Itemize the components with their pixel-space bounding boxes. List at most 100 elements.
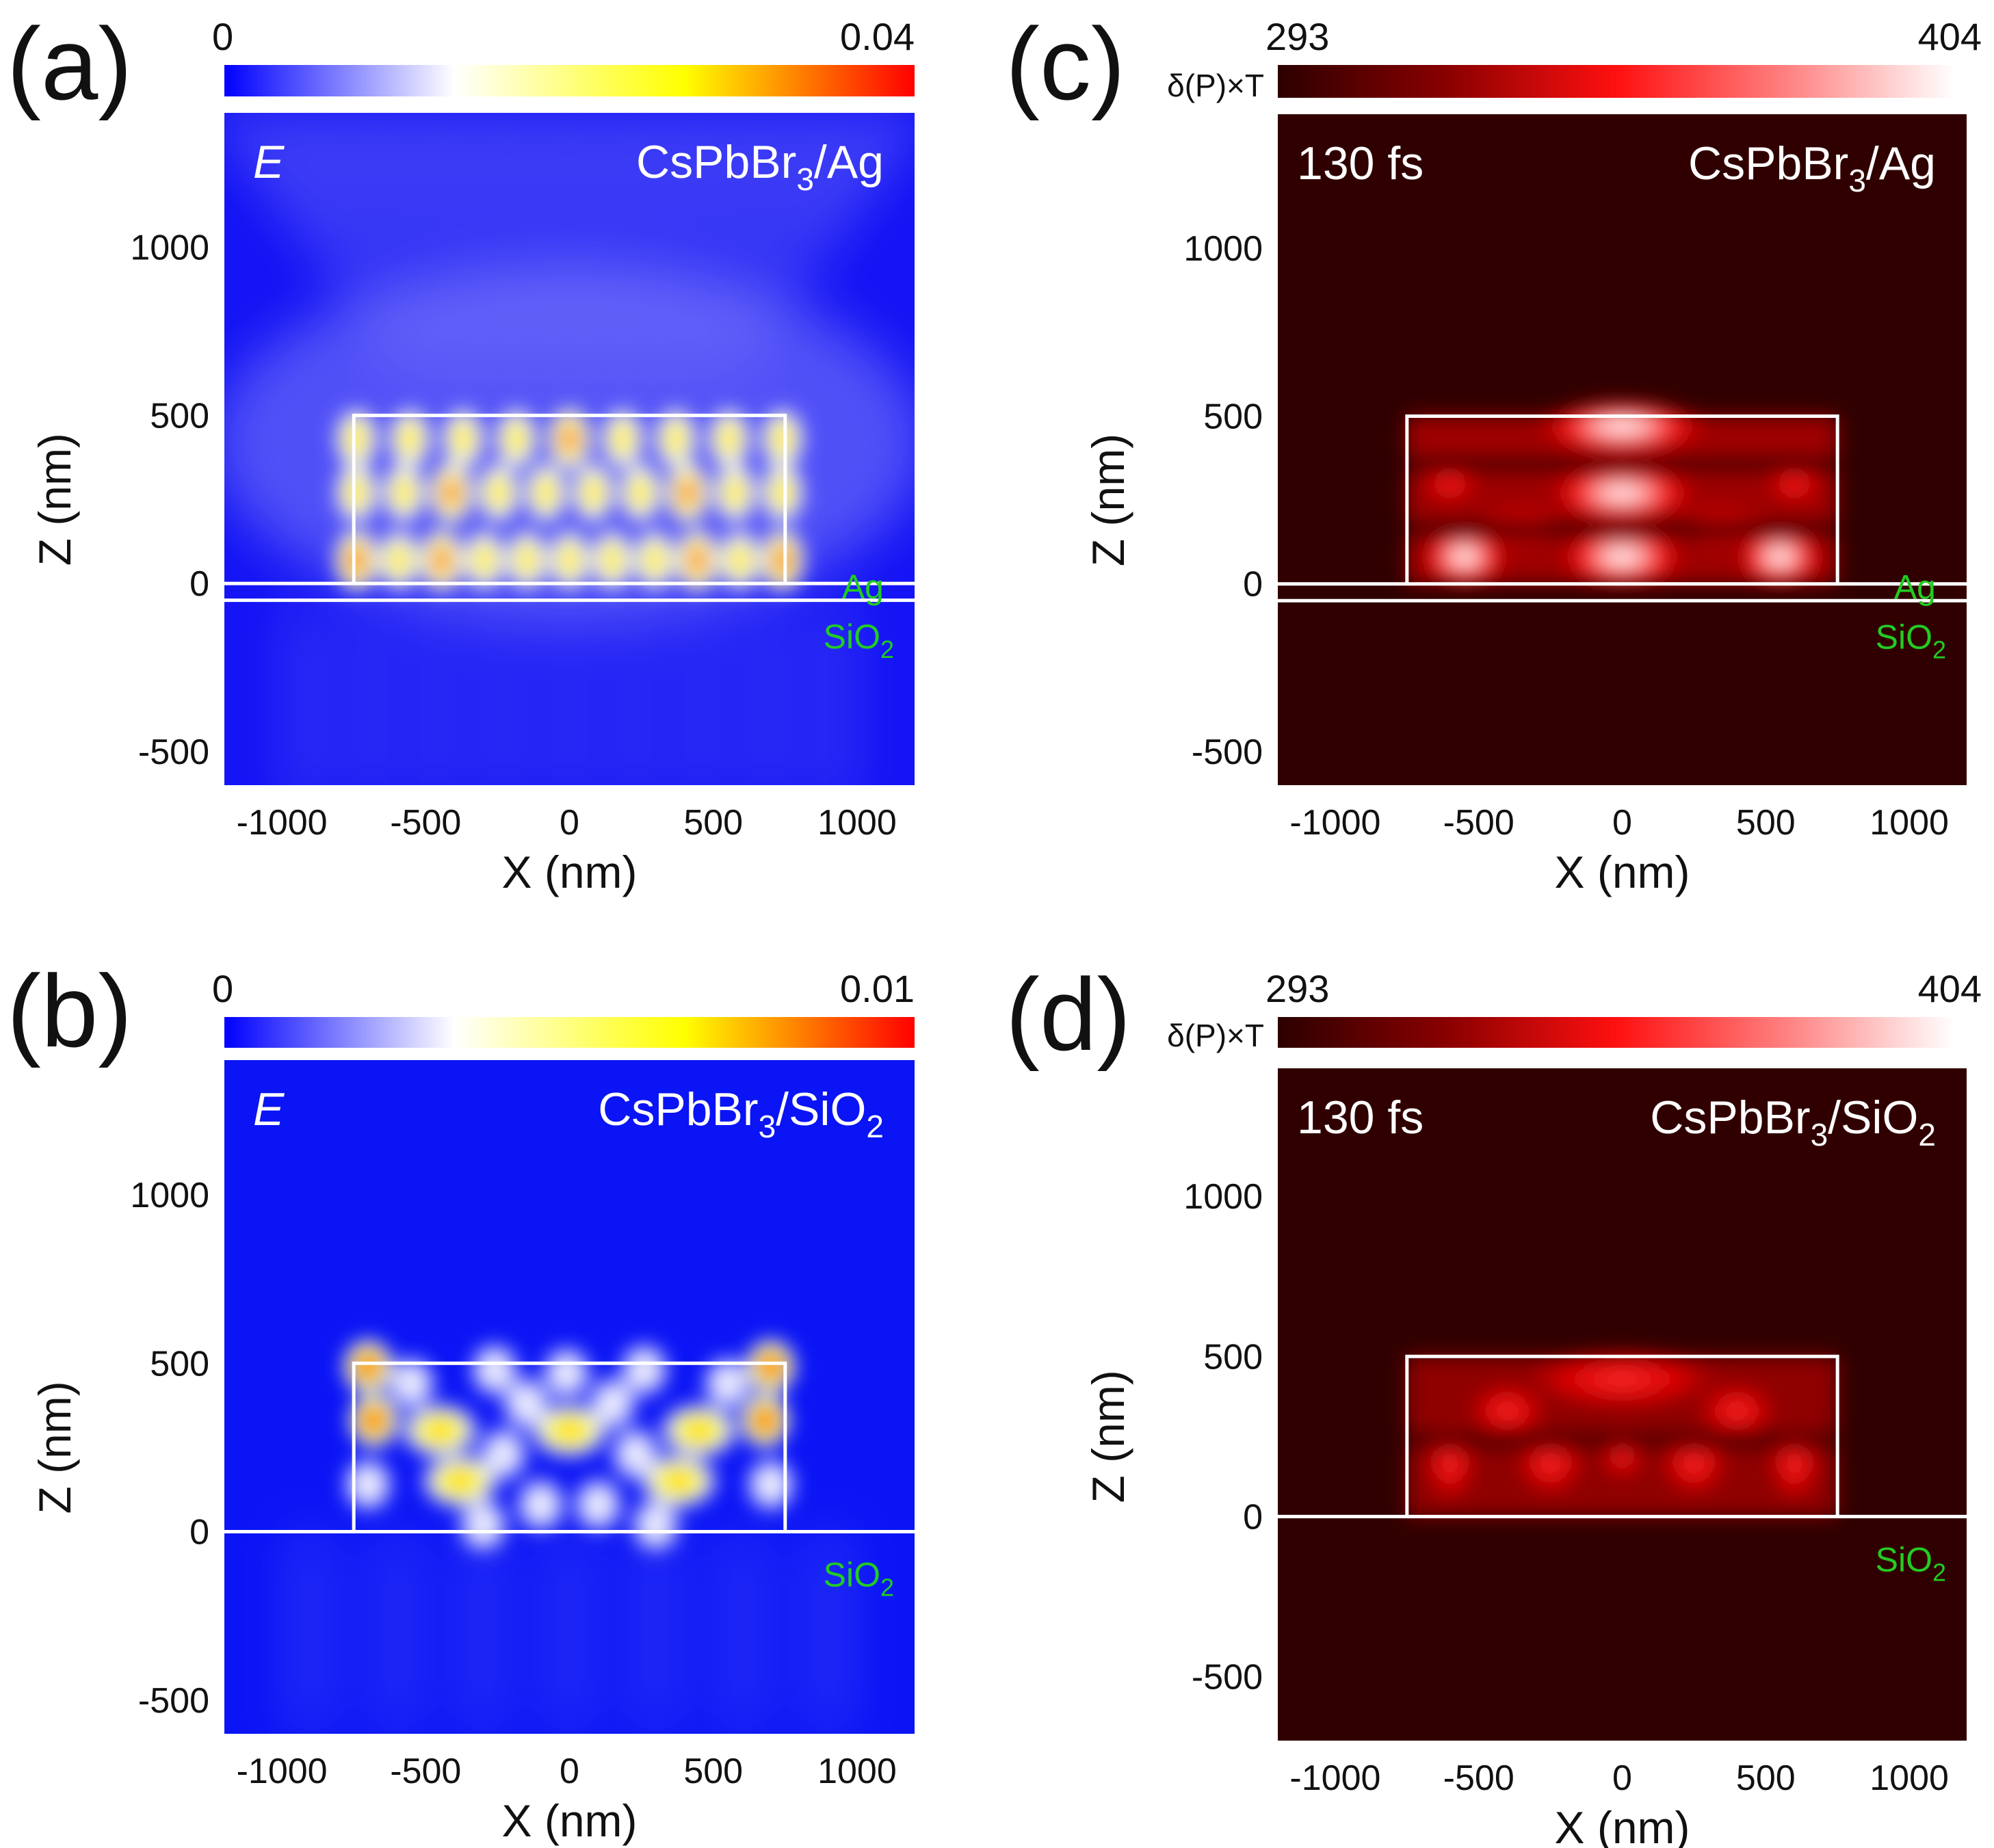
- heat-dark-band: [1406, 1429, 1838, 1451]
- y-tick-label: -500: [138, 732, 209, 772]
- field-beam-lower: [622, 604, 650, 785]
- material-sub: 3: [759, 1109, 776, 1144]
- heat-dark-band: [1406, 456, 1838, 473]
- x-tick-label: -1000: [237, 803, 328, 843]
- field-spot: [399, 1401, 482, 1460]
- field-spot: [528, 1401, 611, 1460]
- field-beam-lower: [687, 604, 716, 785]
- y-tick-label: 1000: [130, 1176, 209, 1215]
- material-tail-sub: 2: [1918, 1117, 1936, 1152]
- field-beam-lower: [291, 604, 319, 785]
- y-tick-label: 500: [150, 396, 209, 436]
- x-tick-label: 1000: [817, 1752, 897, 1791]
- field-beam-lower: [811, 1531, 845, 1734]
- panel-c: (c) 293 404 δ(P)×T 130 fs CsPbBr3/Ag Ag SiO2 -10…: [1006, 6, 1982, 897]
- field-spot: [739, 1391, 791, 1449]
- y-tick-label: 1000: [1183, 1177, 1263, 1217]
- structure-box: [1405, 1354, 1839, 1517]
- x-tick-label: 1000: [1870, 803, 1949, 843]
- substrate-main: SiO: [824, 618, 880, 656]
- substrate-sub: 2: [880, 1574, 894, 1602]
- field-spot: [347, 1391, 400, 1449]
- substrate-sub: 2: [1932, 1558, 1946, 1586]
- colorbar-min-label: 0: [212, 15, 233, 58]
- y-tick-label: -500: [1192, 1657, 1263, 1697]
- x-axis-label: X (nm): [1555, 1802, 1690, 1848]
- substrate-main: SiO: [1876, 618, 1932, 657]
- x-tick-label: 0: [1612, 1758, 1632, 1798]
- material-main: CsPbBr: [598, 1083, 758, 1135]
- panel-label: (d): [1006, 957, 1131, 1072]
- material-tail-sub: 2: [866, 1109, 884, 1144]
- colorbar-min-label: 293: [1265, 967, 1329, 1010]
- heat-spot: [1467, 1383, 1548, 1438]
- field-spot: [477, 1425, 529, 1483]
- plot-area: [1278, 1068, 1967, 1741]
- y-tick-label: 500: [1203, 397, 1263, 436]
- field-spot: [618, 1341, 670, 1399]
- material-tail: /SiO: [1828, 1092, 1918, 1144]
- field-beam: [545, 113, 594, 416]
- material-tail: /SiO: [776, 1083, 866, 1135]
- y-tick-label: -500: [138, 1681, 209, 1721]
- x-tick-label: 500: [683, 1752, 743, 1791]
- field-beam: [595, 113, 660, 416]
- material-main: CsPbBr: [1688, 137, 1848, 189]
- y-axis-label: Z (nm): [29, 1381, 80, 1514]
- field-halo: [293, 1531, 845, 1734]
- x-tick-label: 1000: [1870, 1758, 1949, 1798]
- y-tick-label: 500: [150, 1344, 209, 1384]
- panel-label: (b): [7, 953, 132, 1068]
- field-beam-lower: [724, 1531, 759, 1734]
- x-tick-label: 0: [1612, 803, 1632, 843]
- material-sub: 3: [1848, 163, 1866, 198]
- field-spot: [385, 1354, 438, 1412]
- y-axis-label: Z (nm): [1083, 1370, 1133, 1503]
- field-spot: [609, 1425, 662, 1483]
- field-symbol: E: [253, 136, 285, 188]
- x-tick-label: -1000: [1289, 1758, 1380, 1798]
- panel-a: (a) 0 0.04 E CsPbBr3/Ag Ag SiO2 -1000 -500 0 500 10…: [7, 6, 915, 897]
- material-main: CsPbBr: [636, 136, 796, 188]
- substrate-sio2-label: SiO2: [1876, 1540, 1946, 1586]
- colorbar-title: δ(P)×T: [1167, 1018, 1264, 1053]
- heat-spot: [1559, 526, 1685, 588]
- colorbar: [1278, 1017, 1954, 1048]
- field-beam: [479, 113, 544, 416]
- material-sub: 3: [1811, 1117, 1828, 1152]
- x-axis-label: X (nm): [502, 1795, 638, 1846]
- substrate-ag-label: Ag: [1894, 568, 1936, 607]
- material-label: CsPbBr3/Ag: [1688, 137, 1936, 198]
- field-spot: [572, 1476, 625, 1534]
- colorbar: [224, 1017, 915, 1048]
- y-tick-label: 500: [1203, 1337, 1263, 1377]
- substrate-sio2-label: SiO2: [1876, 618, 1946, 664]
- substrate-main: SiO: [824, 1556, 880, 1594]
- field-beam-lower: [820, 604, 848, 785]
- substrate-main: SiO: [1876, 1540, 1932, 1579]
- colorbar-min-label: 0: [212, 967, 233, 1010]
- y-tick-label: 0: [189, 1513, 209, 1553]
- time-label: 130 fs: [1297, 1092, 1424, 1144]
- plot-area: [224, 1060, 915, 1734]
- x-tick-label: -500: [390, 1752, 461, 1791]
- colorbar-max-label: 0.04: [840, 15, 915, 58]
- substrate-sub: 2: [880, 635, 894, 663]
- field-map: [1406, 399, 1838, 588]
- field-spot: [701, 1354, 754, 1412]
- colorbar-title: δ(P)×T: [1167, 68, 1264, 103]
- field-beam-lower: [754, 604, 782, 785]
- x-tick-label: 0: [560, 803, 579, 843]
- y-axis-label: Z (nm): [29, 433, 80, 566]
- field-beam-lower: [380, 1531, 415, 1734]
- y-tick-label: -500: [1192, 732, 1263, 772]
- field-halo: [224, 113, 915, 785]
- plot-area: [224, 113, 915, 785]
- structure-box: [352, 1361, 787, 1532]
- colorbar: [224, 65, 915, 96]
- colorbar-max-label: 0.01: [840, 967, 915, 1010]
- x-tick-label: 1000: [817, 803, 897, 843]
